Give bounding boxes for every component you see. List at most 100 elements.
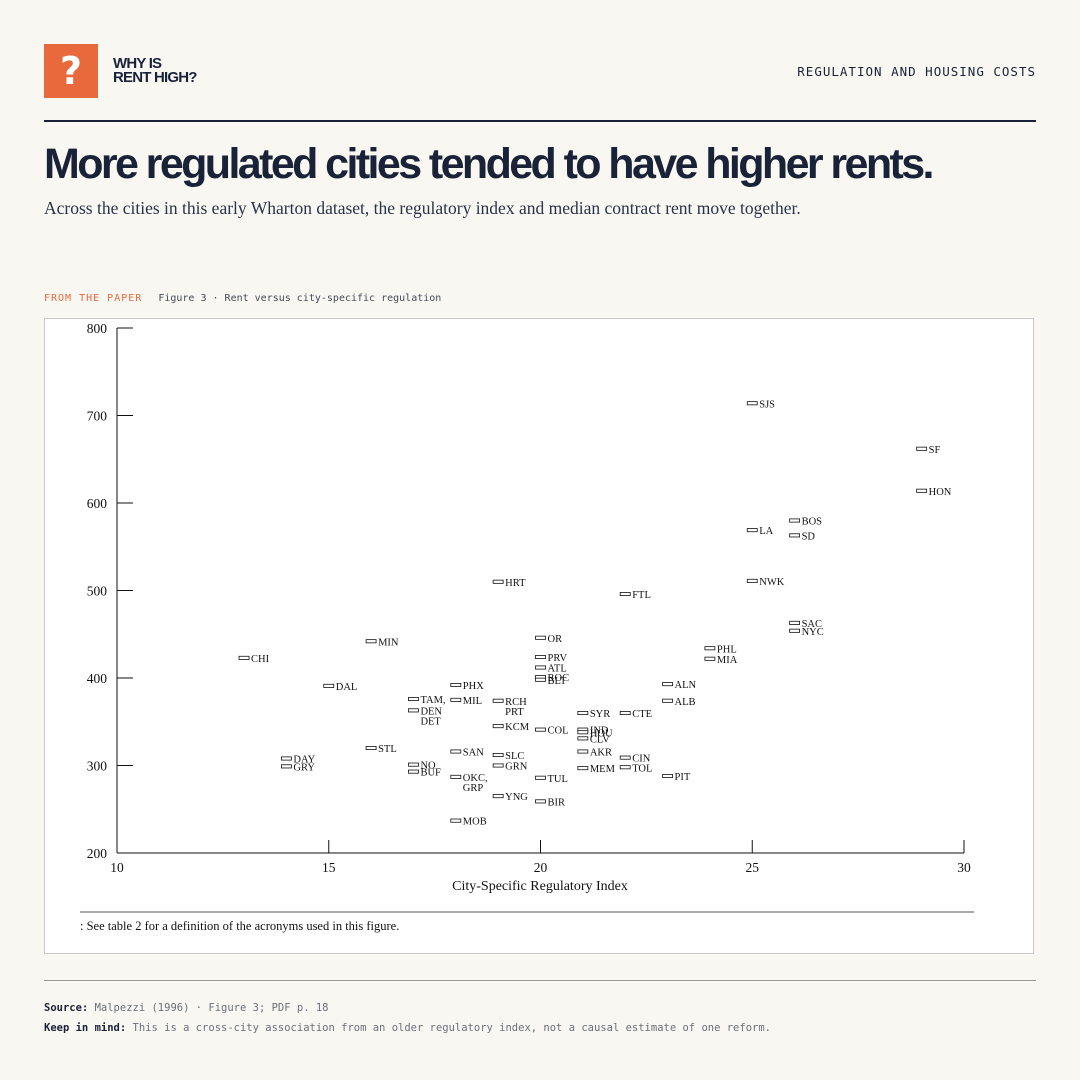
- data-point: [619, 710, 631, 715]
- data-point: [492, 794, 504, 799]
- data-point: [492, 763, 504, 768]
- data-point: [365, 745, 377, 750]
- headline: More regulated cities tended to have hig…: [44, 140, 935, 188]
- data-point: [619, 591, 631, 596]
- data-point: [408, 708, 419, 713]
- point-label: FTL: [632, 590, 651, 601]
- data-point: [450, 818, 462, 823]
- point-label: DAL: [336, 682, 358, 693]
- data-point: [408, 769, 419, 774]
- point-label: SJS: [759, 399, 775, 410]
- point-label: DEN: [420, 706, 442, 717]
- point-label: RCH: [505, 697, 527, 708]
- caveat-note: Keep in mind: This is a cross-city assoc…: [44, 1022, 771, 1034]
- brand-name-line-1: WHY IS: [113, 55, 162, 72]
- x-axis-label: City-Specific Regulatory Index: [452, 879, 628, 894]
- point-label: LA: [759, 526, 773, 537]
- point-label: GRY: [293, 762, 315, 773]
- point-label: ATL: [548, 664, 567, 675]
- point-label: KCM: [505, 722, 530, 733]
- point-label: NO: [420, 761, 436, 772]
- data-point: [323, 683, 335, 688]
- point-label: PRV: [548, 653, 568, 664]
- x-tick-label: 25: [746, 860, 760, 875]
- data-point: [492, 752, 504, 757]
- point-label: BUF: [420, 768, 441, 779]
- brand-logo: ? WHY IS RENT HIGH?: [44, 44, 197, 98]
- data-point: [577, 710, 589, 715]
- data-point: [492, 698, 504, 703]
- y-tick-label: 700: [87, 409, 108, 424]
- point-label: CHI: [251, 654, 270, 665]
- point-label: ROC: [548, 673, 570, 684]
- point-label: TAM,: [420, 695, 445, 706]
- y-tick-label: 200: [87, 846, 108, 861]
- y-tick-label: 800: [87, 321, 108, 336]
- point-label: SAC: [802, 619, 822, 630]
- source-text: Malpezzi (1996) · Figure 3; PDF p. 18: [94, 1002, 329, 1014]
- point-label: NWK: [759, 577, 784, 588]
- chart-axes: [116, 328, 964, 854]
- question-mark-icon: ?: [44, 44, 98, 98]
- data-point: [535, 727, 546, 732]
- point-label: COL: [548, 726, 569, 737]
- figure-caption: FROM THE PAPER Figure 3 · Rent versus ci…: [44, 293, 441, 304]
- point-label: SD: [802, 531, 816, 542]
- x-tick-label: 20: [534, 860, 548, 875]
- data-point: [789, 620, 800, 625]
- point-label: TUL: [548, 774, 568, 785]
- point-label: NYC: [802, 627, 824, 638]
- data-point: [535, 775, 546, 780]
- data-point: [789, 533, 800, 538]
- point-label: MIL: [463, 696, 482, 707]
- data-point: [662, 682, 673, 687]
- data-point: [492, 579, 504, 584]
- point-label: ALN: [675, 680, 697, 691]
- data-point: [746, 401, 758, 406]
- data-point: [535, 635, 546, 640]
- scatter-chart: 200 300 400 500 600 700 800 10 15 20 25 30 CHI DAL MI…: [80, 321, 974, 933]
- x-tick-label: 30: [957, 860, 971, 875]
- figure-panel: 200 300 400 500 600 700 800 10 15 20 25 30 CHI DAL MI…: [44, 318, 1034, 954]
- data-point: [535, 654, 546, 659]
- point-label: PHL: [717, 644, 737, 655]
- point-label: MIN: [378, 637, 399, 648]
- data-point: [916, 446, 928, 451]
- data-point: [789, 518, 800, 523]
- brand-name-line-2: RENT HIGH?: [113, 69, 197, 86]
- data-point: [280, 756, 292, 761]
- header-divider: [44, 120, 1036, 122]
- point-label: ALB: [675, 697, 696, 708]
- caveat-text: This is a cross-city association from an…: [132, 1022, 771, 1034]
- point-label: PIT: [675, 772, 691, 783]
- point-label: MOB: [463, 817, 487, 828]
- point-label: SF: [929, 445, 941, 456]
- point-label: GRP: [463, 783, 484, 794]
- data-point: [577, 736, 589, 741]
- point-label: OR: [548, 634, 563, 645]
- point-label: YNG: [505, 792, 528, 803]
- data-point: [577, 730, 589, 735]
- point-label: SAN: [463, 748, 484, 759]
- source-note: Source: Malpezzi (1996) · Figure 3; PDF …: [44, 1002, 329, 1014]
- point-label: GRN: [505, 762, 528, 773]
- data-point: [619, 765, 631, 770]
- point-label: HOU: [590, 728, 613, 739]
- point-label: TOL: [632, 763, 652, 774]
- point-label: BIR: [548, 797, 566, 808]
- point-label: CLV: [590, 734, 610, 745]
- data-point: [535, 799, 546, 804]
- data-point: [662, 698, 673, 703]
- brand-name: WHY IS RENT HIGH?: [113, 55, 197, 86]
- point-label: BLT: [548, 676, 567, 687]
- point-label: CTE: [632, 709, 652, 720]
- data-point: [535, 677, 546, 682]
- data-point: [450, 697, 462, 702]
- figure-kicker: FROM THE PAPER: [44, 293, 143, 304]
- data-point: [704, 646, 716, 651]
- point-label: SLC: [505, 751, 524, 762]
- data-point: [408, 762, 419, 767]
- figure-title: Figure 3 · Rent versus city-specific reg…: [158, 293, 442, 304]
- data-point: [746, 578, 758, 583]
